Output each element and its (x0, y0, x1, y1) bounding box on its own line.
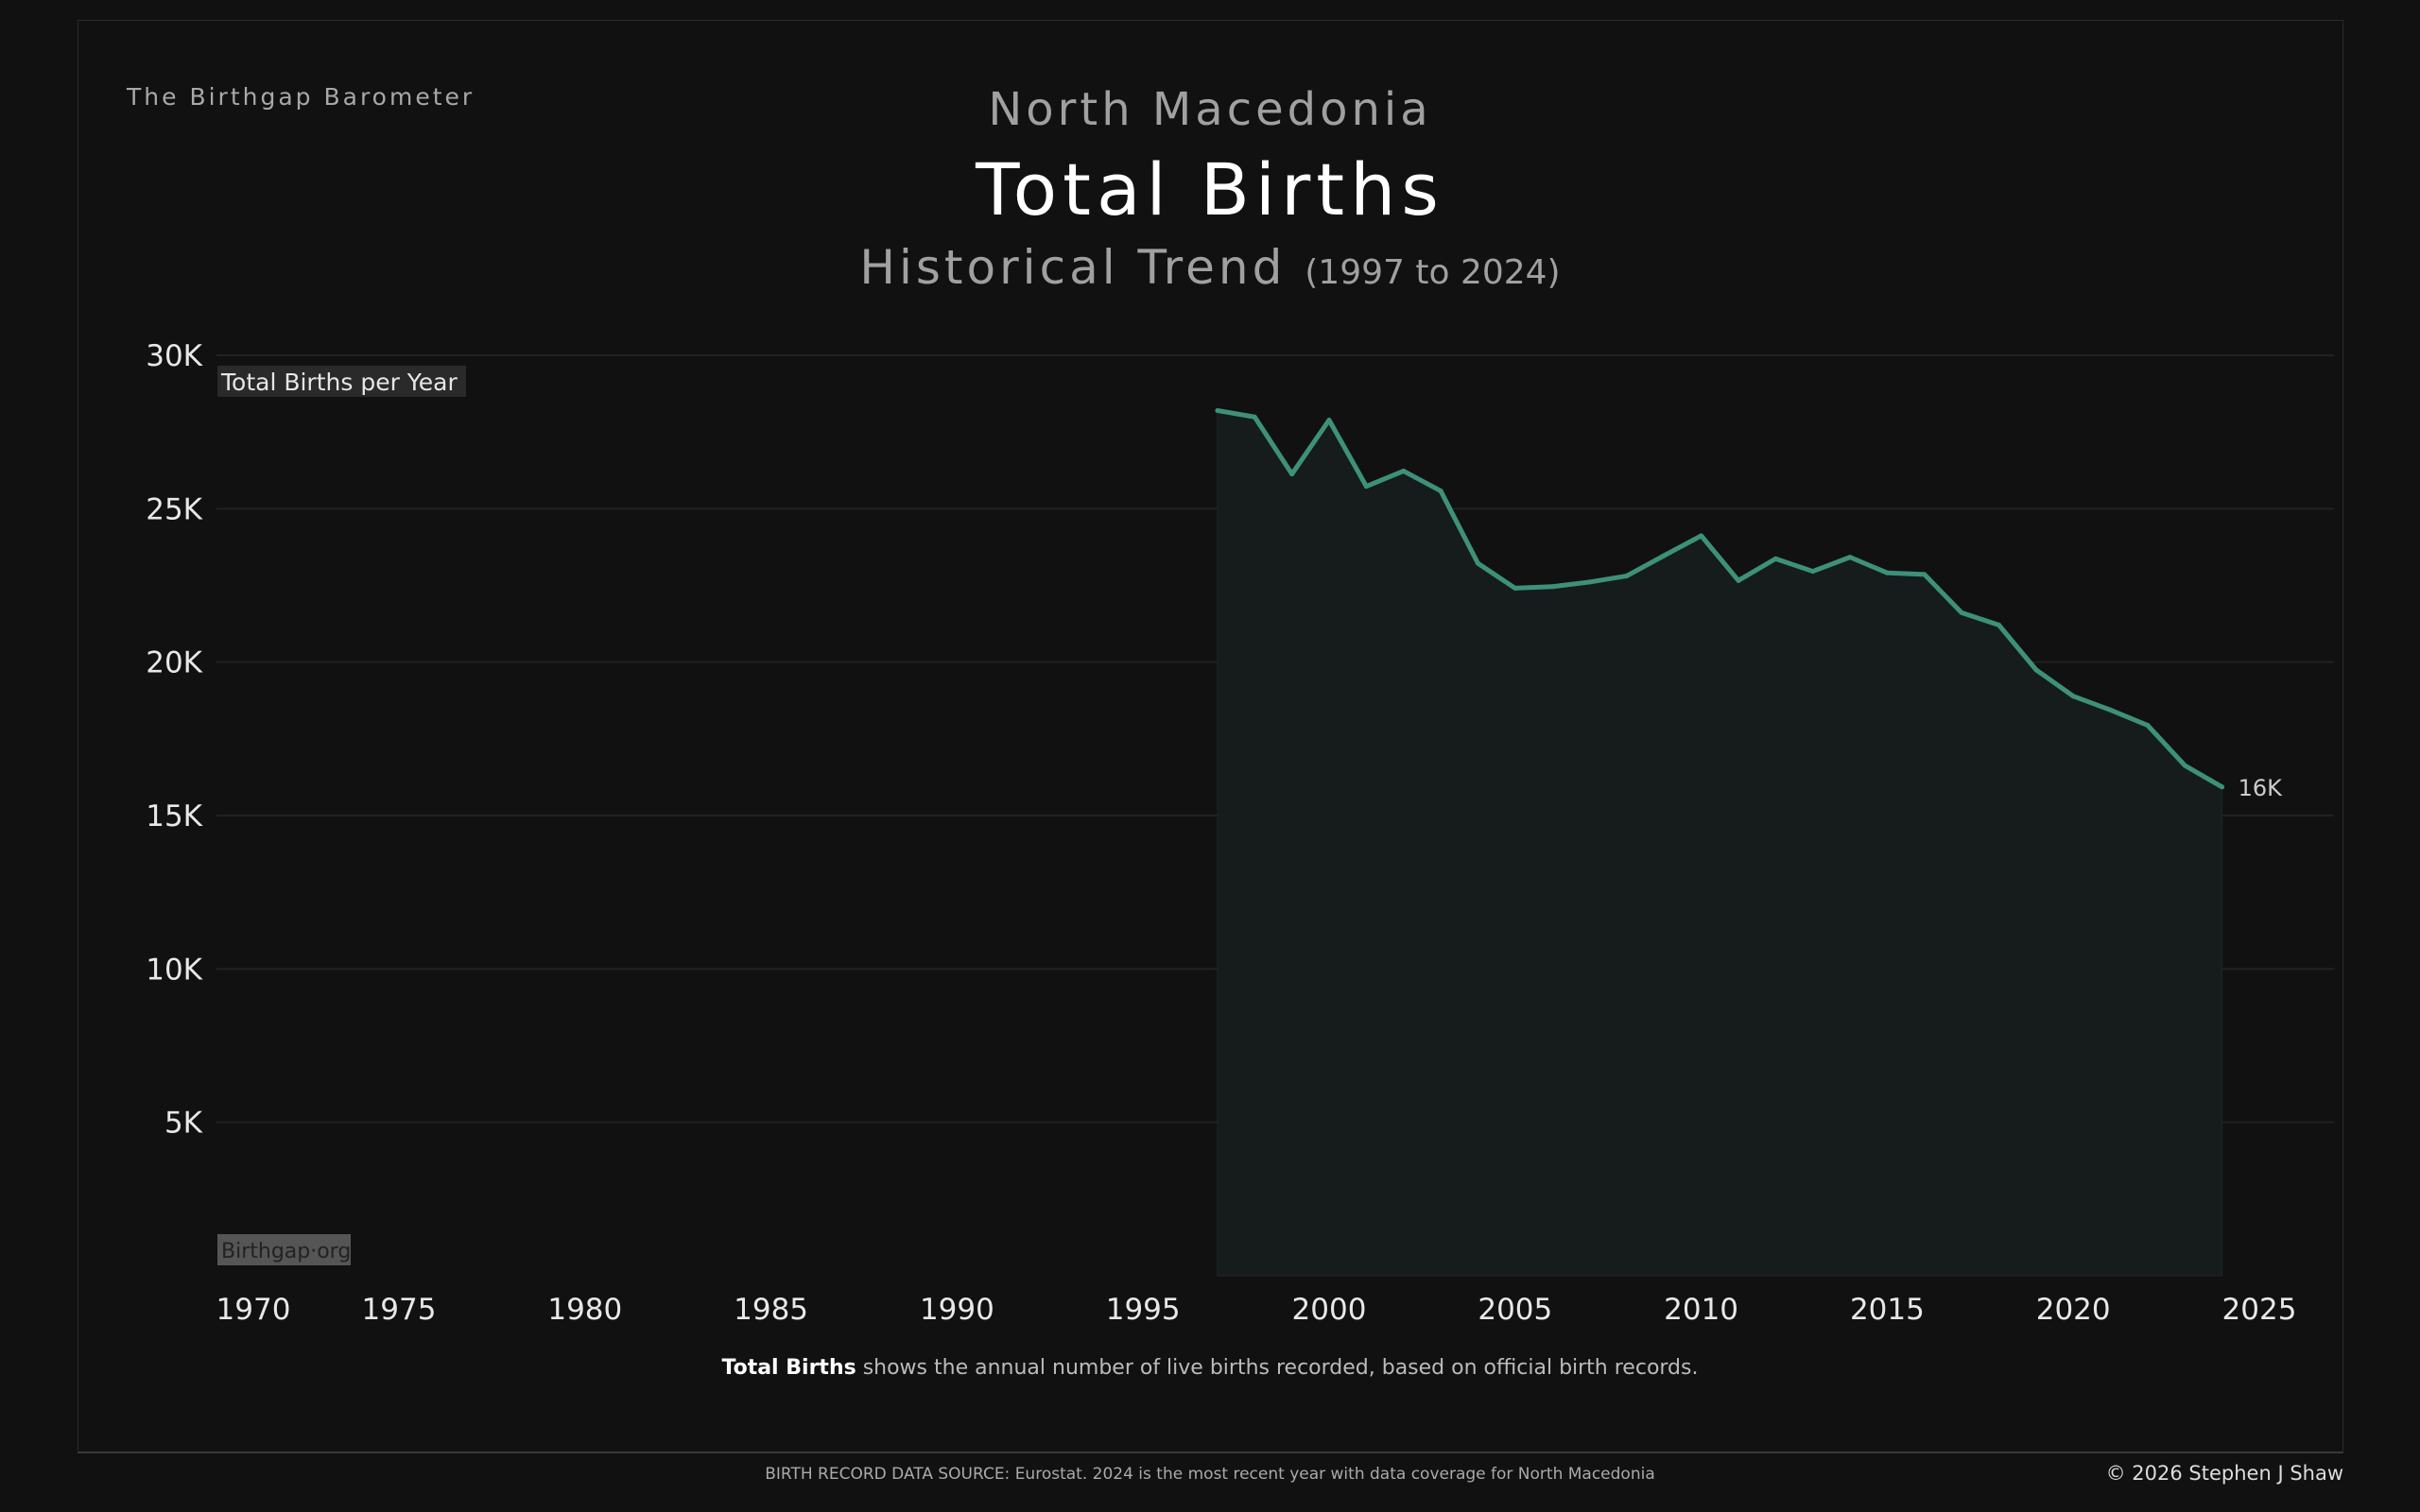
country-title: North Macedonia (988, 83, 1432, 136)
x-tick-label: 1985 (734, 1293, 808, 1327)
x-tick-label: 2000 (1292, 1293, 1367, 1327)
y-tick-label: 15K (146, 799, 202, 833)
data-point-2008 (1624, 573, 1630, 578)
data-point-2014 (1847, 555, 1853, 560)
end-value-label: 16K (2238, 775, 2284, 801)
data-point-1998 (1252, 414, 1257, 420)
data-point-2017 (1959, 610, 1964, 615)
dashboard-frame (78, 20, 2343, 1453)
data-point-2002 (1401, 468, 1407, 473)
data-point-2010 (1699, 533, 1704, 539)
y-tick-label: 20K (146, 646, 202, 680)
y-tick-label: 25K (146, 492, 202, 526)
data-point-2000 (1326, 418, 1332, 423)
data-point-2007 (1587, 579, 1593, 585)
year-range: (1997 to 2024) (1305, 253, 1561, 292)
x-tick-label: 1995 (1106, 1293, 1181, 1327)
data-point-2020 (2070, 694, 2076, 699)
y-tick-label: 10K (146, 953, 202, 987)
x-tick-label: 2015 (1850, 1293, 1925, 1327)
brand-title: The Birthgap Barometer (127, 83, 475, 111)
x-tick-label: 1990 (920, 1293, 994, 1327)
watermark: Birthgap·org (221, 1240, 351, 1263)
data-point-2006 (1549, 584, 1555, 590)
caption-bold: Total Births (721, 1356, 856, 1380)
data-point-2016 (1922, 572, 1927, 577)
x-tick-label: 1975 (362, 1293, 437, 1327)
x-tick-label: 2010 (1664, 1293, 1738, 1327)
y-axis-title: Total Births per Year (220, 369, 458, 396)
subtitle-text: Historical Trend (859, 240, 1287, 295)
data-point-2024 (2220, 784, 2225, 790)
x-tick-label: 2025 (2222, 1293, 2297, 1327)
data-point-2013 (1810, 569, 1816, 575)
data-point-1997 (1215, 407, 1220, 413)
watermark-bg (217, 1234, 351, 1265)
data-point-2009 (1661, 553, 1667, 558)
data-point-2012 (1772, 556, 1778, 561)
copyright: © 2026 Stephen J Shaw (2105, 1462, 2343, 1485)
data-point-2011 (1736, 577, 1741, 583)
x-tick-label: 1970 (216, 1293, 291, 1327)
data-point-2015 (1884, 570, 1890, 576)
data-point-2022 (2145, 723, 2151, 729)
chart-title: Total Births (976, 147, 1444, 232)
chart-subtitle: Historical Trend (1997 to 2024) (0, 240, 2420, 295)
area-fill (1217, 409, 2223, 1277)
y-tick-label: 30K (146, 339, 202, 373)
births-line (1217, 407, 2223, 789)
data-point-2018 (1996, 622, 2001, 627)
data-point-2005 (1512, 585, 1518, 591)
y-tick-label: 5K (164, 1107, 203, 1141)
caption-text: shows the annual number of live births r… (856, 1356, 1699, 1380)
y-axis-title-bg (217, 366, 466, 397)
x-tick-label: 1980 (547, 1293, 622, 1327)
data-point-1999 (1289, 472, 1295, 477)
data-point-2004 (1475, 560, 1480, 566)
data-point-2021 (2108, 707, 2114, 713)
data-point-2019 (2033, 667, 2039, 673)
data-point-2023 (2182, 763, 2187, 768)
data-point-2001 (1363, 484, 1369, 490)
x-tick-label: 2005 (1478, 1293, 1552, 1327)
x-tick-label: 2020 (2036, 1293, 2111, 1327)
chart-caption: Total Births shows the annual number of … (0, 1356, 2420, 1380)
data-point-2003 (1438, 489, 1443, 494)
data-source: BIRTH RECORD DATA SOURCE: Eurostat. 2024… (765, 1465, 1655, 1484)
